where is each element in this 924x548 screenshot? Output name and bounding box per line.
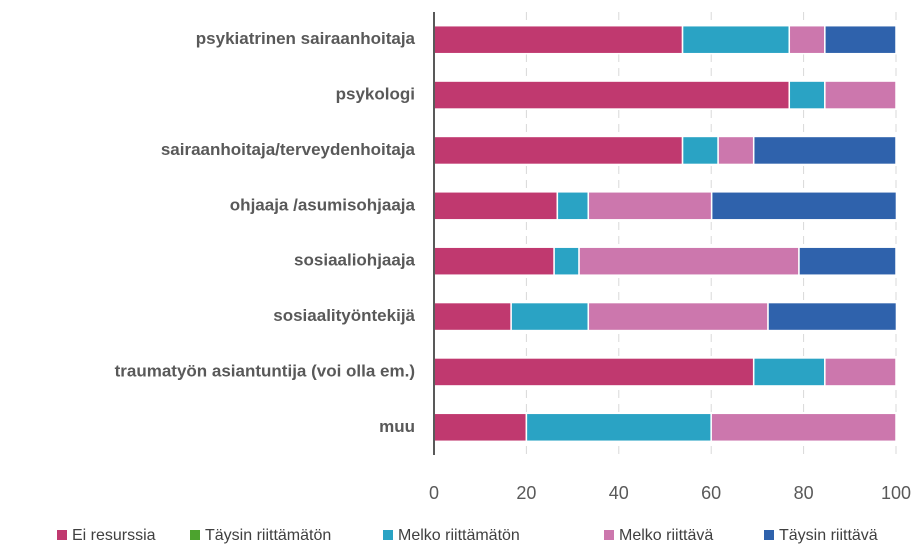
bar-segment xyxy=(525,412,712,443)
bar-segment xyxy=(717,135,755,166)
bar-segment xyxy=(710,412,897,443)
bar-segment xyxy=(587,191,713,221)
legend-label: Ei resurssia xyxy=(72,527,156,544)
bar-segment xyxy=(824,24,897,55)
x-tick-label: 60 xyxy=(701,483,721,503)
bar-segment xyxy=(433,357,755,387)
bar-segment xyxy=(788,24,826,55)
y-tick-label: sairaanhoitaja/terveydenhoitaja xyxy=(161,140,416,159)
y-tick-label: ohjaaja /asumisohjaaja xyxy=(230,195,416,214)
x-tick-label: 0 xyxy=(429,483,439,503)
legend-label: Melko riittävä xyxy=(619,527,713,544)
bar-segment xyxy=(798,246,897,276)
bar-segment xyxy=(824,357,897,387)
legend-swatch xyxy=(764,530,774,540)
bar-segment xyxy=(433,135,684,166)
bar-segment xyxy=(433,412,528,443)
bar-segment xyxy=(433,246,555,276)
bar-segment xyxy=(788,80,826,110)
x-tick-label: 40 xyxy=(609,483,629,503)
bar-segment xyxy=(681,24,791,55)
y-tick-label: psykiatrinen sairaanhoitaja xyxy=(196,29,416,48)
legend-swatch xyxy=(604,530,614,540)
x-tick-label: 100 xyxy=(881,483,911,503)
x-tick-label: 80 xyxy=(794,483,814,503)
bar-segment xyxy=(433,191,559,221)
x-tick-label: 20 xyxy=(516,483,536,503)
bar-segment xyxy=(433,24,684,55)
bar-segment xyxy=(553,246,580,276)
y-tick-label: traumatyön asiantuntija (voi olla em.) xyxy=(115,361,415,380)
bar-segment xyxy=(578,246,800,276)
y-tick-label: sosiaalityöntekijä xyxy=(273,306,415,325)
legend-swatch xyxy=(190,530,200,540)
bar-segment xyxy=(767,301,898,332)
bar-segment xyxy=(752,357,826,387)
y-tick-label: psykologi xyxy=(336,85,415,104)
bar-segment xyxy=(710,191,898,221)
bar-segment xyxy=(556,191,590,221)
bar-segment xyxy=(433,301,512,332)
bar-segment xyxy=(681,135,719,166)
legend-label: Melko riittämätön xyxy=(398,527,520,544)
y-tick-label: sosiaaliohjaaja xyxy=(294,251,415,270)
bar-segment xyxy=(433,80,791,110)
bar-segment xyxy=(824,80,897,110)
legend-label: Täysin riittämätön xyxy=(205,527,331,544)
bar-segment xyxy=(752,135,897,166)
bar-segment xyxy=(510,301,590,332)
legend-label: Täysin riittävä xyxy=(779,527,878,544)
legend-swatch xyxy=(57,530,67,540)
legend-swatch xyxy=(383,530,393,540)
bar-segment xyxy=(587,301,769,332)
y-tick-label: muu xyxy=(379,417,415,436)
